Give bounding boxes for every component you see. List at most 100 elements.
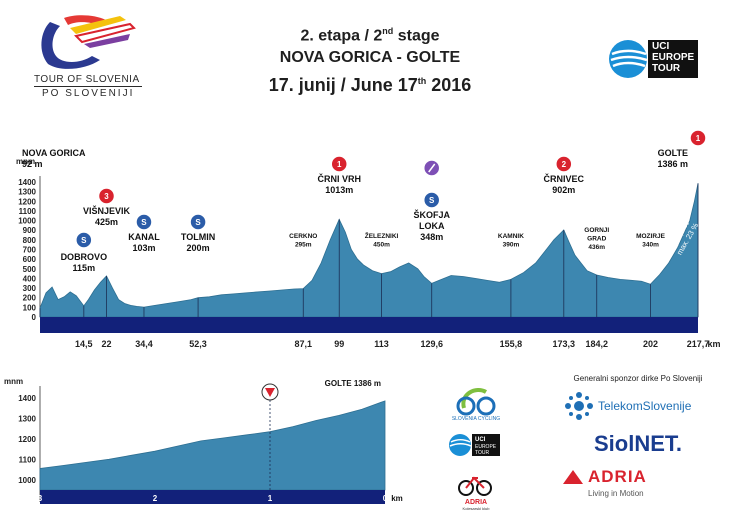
location-name: ŠKOFJA [413, 209, 450, 220]
y-tick-label: 500 [23, 265, 37, 274]
stage-date: 17. junij / June 17th 2016 [200, 69, 540, 97]
x-tick-label: 87,1 [294, 339, 312, 349]
marker-label: S [195, 218, 201, 227]
y-tick-label: 100 [23, 303, 37, 312]
y-axis-label: mnm [16, 157, 35, 166]
x-tick-label: 99 [334, 339, 344, 349]
location-name: CERKNO [289, 233, 317, 240]
location-altitude: 115m [73, 263, 96, 273]
uci-line2: EUROPE [652, 52, 695, 63]
location-altitude: 450m [373, 242, 390, 249]
final-base-band [40, 490, 385, 504]
x-tick-label: 173,3 [553, 339, 576, 349]
final-x-tick-label: 1 [268, 494, 273, 503]
small-sponsors: SLOVENIA CYCLING UCI EUROPE TOUR ADRIA K… [446, 382, 506, 512]
final-profile-area-series [39, 400, 386, 491]
y-tick-label: 700 [23, 246, 37, 255]
adria-text: ADRIA [588, 467, 647, 486]
uci-line1: UCI [652, 41, 670, 52]
uci-line3: TOUR [652, 63, 681, 74]
x-tick-label: 113 [374, 339, 389, 349]
final-x-tick-label: 3 [38, 494, 43, 503]
adria-club-sub: Kolesarski klub [463, 506, 491, 511]
feed-zone-glyph [428, 163, 436, 173]
sprint-marker-icon [135, 213, 153, 231]
location-altitude: 1013m [325, 185, 353, 195]
stage-year: 2016 [431, 75, 472, 96]
location-name: LOKA [419, 221, 445, 231]
flamme-rouge-icon [265, 388, 275, 397]
adria-triangle-icon [563, 470, 583, 484]
sprint-marker-icon [189, 213, 207, 231]
location-name: KAMNIK [498, 233, 524, 240]
kom-marker-icon [330, 155, 348, 173]
final-3km-profile-chart: mnm 1000 1100 1200 1300 1400 3 2 1 0 km GOLTE 1386 … [4, 377, 403, 504]
x-tick-label: 129,6 [420, 339, 443, 349]
general-sponsor-text: Generalni sponzor dirke Po Sloveniji [573, 374, 703, 383]
location-altitude: 425m [95, 217, 118, 227]
adria-tagline: Living in Motion [588, 489, 644, 498]
location-name: MOZIRJE [636, 233, 666, 240]
final-y-tick-label: 1100 [19, 455, 37, 464]
tour-logo-graphic [41, 15, 136, 69]
final-y-axis-label: mnm [4, 377, 23, 386]
adria-club-text: ADRIA [465, 499, 487, 506]
stage-date-text: 17. junij / June 17 [268, 75, 418, 96]
location-name: ČRNIVEC [544, 173, 585, 184]
location-name: ŽELEZNIKI [365, 231, 399, 240]
siol-net-text: NET. [634, 431, 683, 456]
sprint-marker-icon [75, 231, 93, 249]
stage-word: stage [393, 27, 440, 45]
y-tick-label: 600 [23, 255, 37, 264]
location-name: VIŠNJEVIK [83, 205, 131, 216]
slovenia-cycling-logo: SLOVENIA CYCLING [452, 388, 500, 422]
x-tick-label: 52,3 [189, 339, 207, 349]
stage-date-sup: th [417, 76, 427, 87]
location-altitude: 348m [420, 232, 443, 242]
uci-logo-text: UCI EUROPE TOUR [652, 41, 694, 74]
slovenia-cycling-text: SLOVENIA CYCLING [452, 416, 500, 422]
telekom-dots-icon [565, 392, 593, 420]
marker-label: 1 [696, 134, 701, 143]
y-tick-label: 0 [32, 313, 37, 322]
y-tick-label: 800 [23, 236, 37, 245]
uci-small-logo: UCI EUROPE TOUR [449, 434, 500, 456]
x-tick-label: 202 [643, 339, 658, 349]
location-altitude: 200m [187, 243, 210, 253]
marker-label: S [81, 236, 87, 245]
kom-marker-icon [689, 129, 707, 147]
telekom-text: TelekomSlovenije [598, 399, 692, 413]
uci-europe-tour-logo: UCI EUROPE TOUR [608, 38, 698, 78]
adria-logo: ADRIA Living in Motion [548, 467, 728, 501]
location-altitude: 92 m [22, 159, 43, 169]
adria-club-logo: ADRIA Kolesarski klub [458, 476, 492, 511]
kom-marker-icon [97, 187, 116, 205]
y-tick-label: 1400 [18, 178, 36, 187]
location-altitude: 436m [588, 244, 605, 251]
y-tick-label: 200 [23, 294, 37, 303]
siol-text: Siol [593, 431, 635, 456]
marker-label: S [429, 196, 435, 205]
location-name: TOLMIN [181, 232, 215, 242]
y-tick-label: 1200 [18, 197, 36, 206]
stage-ordinal-sup: nd [382, 26, 394, 36]
x-axis-unit: km [707, 339, 720, 349]
tour-logo-line2: PO SLOVENIJI [42, 88, 135, 99]
uci-small-line3: TOUR [475, 450, 489, 456]
marker-label: 1 [337, 160, 342, 169]
location-name: ČRNI VRH [317, 173, 361, 184]
telekom-logo: TelekomSlovenije [548, 389, 728, 423]
stage-number: 2. etapa / 2 [300, 27, 383, 45]
location-name: KANAL [128, 232, 160, 242]
marker-label: 2 [562, 160, 567, 169]
x-tick-label: 155,8 [500, 339, 523, 349]
final-y-tick-label: 1200 [18, 435, 36, 444]
y-tick-label: 1000 [18, 217, 36, 226]
tour-of-slovenia-logo: TOUR OF SLOVENIA PO SLOVENIJI [30, 12, 150, 102]
marker-label: S [141, 218, 147, 227]
sprint-marker-icon [422, 191, 441, 209]
final-finish-label: GOLTE 1386 m [325, 379, 381, 388]
uci-small-line1: UCI [475, 437, 486, 443]
uci-logo-graphic [609, 40, 698, 78]
uci-small-line2: EUROPE [475, 444, 497, 450]
